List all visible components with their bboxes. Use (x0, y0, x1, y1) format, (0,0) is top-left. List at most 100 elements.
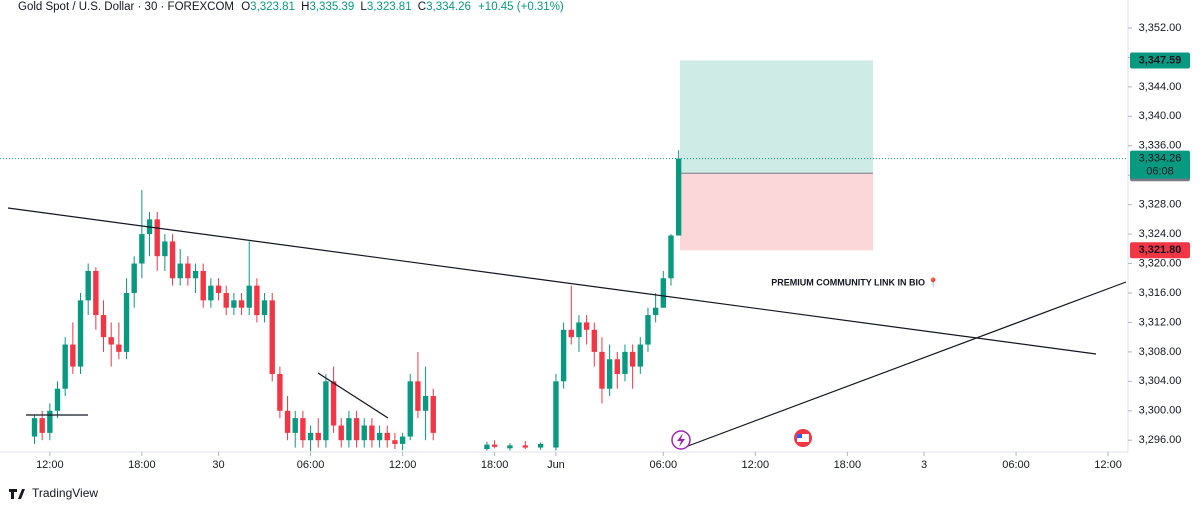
y-tick-label: 3,308.00 (1139, 346, 1182, 358)
symbol-title: Gold Spot / U.S. Dollar · 30 · FOREXCOM (18, 1, 234, 13)
candle-body (330, 381, 337, 426)
header: Gold Spot / U.S. Dollar · 30 · FOREXCOM … (18, 1, 564, 13)
y-tick-label: 3,344.00 (1139, 81, 1182, 93)
ohlc-key: O (241, 1, 250, 13)
candle-body (361, 425, 367, 441)
trend-line (317, 372, 389, 419)
candle-body (77, 300, 84, 367)
candle-body (576, 322, 582, 338)
candle-body (491, 444, 498, 447)
candle-body (637, 344, 643, 367)
loss-zone (680, 173, 873, 251)
x-tick-label: 06:00 (650, 459, 678, 471)
candle-body (116, 344, 122, 352)
candle-body (407, 381, 413, 437)
candle-body (131, 263, 137, 293)
candle-body (645, 315, 651, 345)
candle-body (31, 418, 38, 437)
candle-body (62, 344, 68, 389)
trend-line (687, 281, 1127, 447)
candle-body (185, 263, 191, 279)
candle-body (652, 307, 659, 316)
ohlc-value: 3,323.81 (250, 1, 295, 13)
price-label: 3,321.80 (1139, 244, 1182, 256)
logo-mark (9, 489, 25, 499)
x-tick-label: 12:00 (389, 459, 417, 471)
candle-body (338, 425, 344, 441)
candle-body (208, 285, 214, 301)
brand-logo: TradingView (9, 486, 98, 500)
candle-body (614, 359, 620, 374)
candle-body (315, 432, 321, 441)
change: +10.45 (+0.31%) (478, 1, 564, 13)
candle-body (231, 300, 237, 308)
candle-body (269, 300, 275, 374)
x-tick-label: 06:00 (297, 459, 325, 471)
x-tick-label: 12:00 (36, 459, 64, 471)
candle-body (200, 270, 206, 301)
candle-body (376, 432, 383, 441)
candle-body (284, 410, 291, 433)
candle-body (93, 270, 99, 316)
candle-body (606, 359, 613, 389)
candle-body (560, 329, 567, 382)
candle-body (591, 329, 597, 352)
x-tick-label: 06:00 (1002, 459, 1030, 471)
candle-body (139, 234, 145, 264)
x-tick-label: 18:00 (834, 459, 862, 471)
price-label-bg (1130, 242, 1190, 259)
candle-body (238, 300, 245, 308)
y-tick-label: 3,312.00 (1139, 316, 1182, 328)
candle-body (415, 381, 421, 411)
candle-body (675, 158, 682, 236)
x-tick-label: 18:00 (481, 459, 509, 471)
candle-body (307, 432, 314, 441)
candle-body (522, 445, 528, 448)
candle-body (384, 432, 390, 441)
candle-body (246, 285, 252, 308)
ohlc-value: 3,335.39 (309, 1, 354, 13)
candle-body (223, 292, 229, 308)
candle-body (422, 396, 429, 411)
y-tick-label: 3,304.00 (1139, 375, 1182, 387)
y-tick-label: 3,352.00 (1139, 22, 1182, 34)
y-tick-label: 3,316.00 (1139, 287, 1182, 299)
ohlc-value: 3,334.26 (426, 1, 471, 13)
price-label: 3,347.59 (1139, 54, 1182, 66)
candle-body (54, 388, 61, 411)
candle-body (261, 300, 268, 316)
candle-body (668, 235, 674, 279)
x-tick-label: 12:00 (1094, 459, 1122, 471)
x-tick-label: Jun (547, 459, 565, 471)
candle-body (47, 410, 53, 433)
candle-body (583, 322, 590, 330)
candle-body (399, 436, 406, 444)
lightning-icon (677, 433, 685, 447)
candle-body (537, 443, 544, 448)
price-label-bg (1130, 52, 1190, 69)
candle-body (568, 329, 574, 338)
annotation: PREMIUM COMMUNITY LINK IN BIO 📍 (771, 276, 939, 287)
candle-body (169, 241, 176, 279)
candle-body (154, 219, 160, 257)
ohlc-key: C (418, 1, 426, 13)
y-tick-label: 3,340.00 (1139, 110, 1182, 122)
candle-body (39, 418, 45, 433)
candle-body (277, 373, 283, 411)
last-price-label: 3,334.26 (1139, 152, 1182, 164)
candle-body (346, 418, 352, 441)
y-tick-label: 3,296.00 (1139, 434, 1182, 446)
y-tick-label: 3,336.00 (1139, 140, 1182, 152)
candle-body (100, 315, 107, 338)
candle-body (292, 418, 298, 433)
y-tick-label: 3,320.00 (1139, 257, 1182, 269)
x-tick-label: 30 (212, 459, 224, 471)
y-tick-label: 3,328.00 (1139, 199, 1182, 211)
candle-body (108, 337, 114, 345)
drawings (7, 207, 1127, 450)
candle-body (392, 440, 398, 444)
candle-body (70, 344, 76, 367)
y-tick-label: 3,324.00 (1139, 228, 1182, 240)
